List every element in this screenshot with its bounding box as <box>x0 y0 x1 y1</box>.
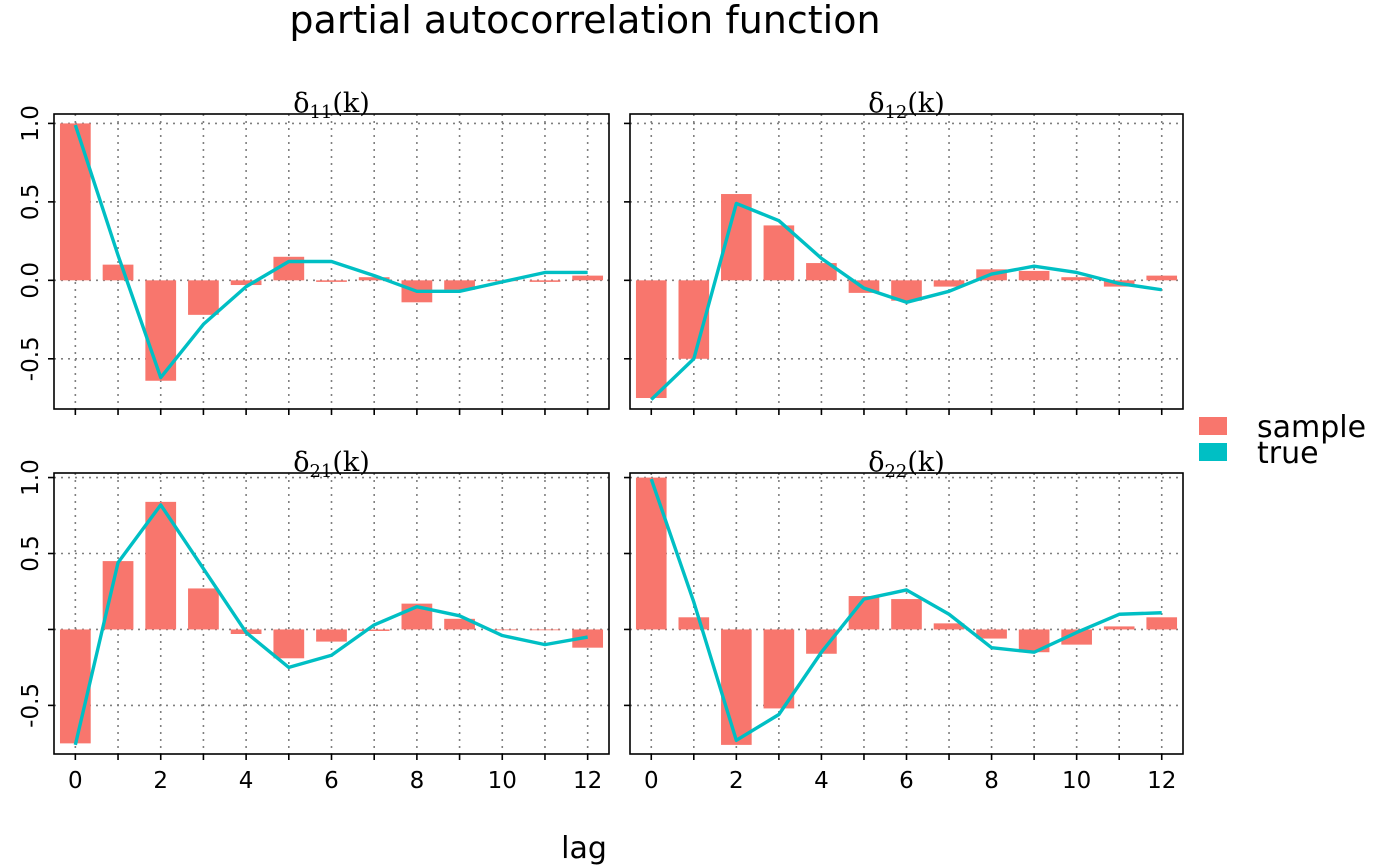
sample-bar <box>763 629 795 709</box>
sample-bar <box>1061 629 1092 645</box>
sample-bar <box>806 263 837 281</box>
true-line <box>649 478 1162 743</box>
x-tick-label: 2 <box>729 768 744 794</box>
y-tick-label: 0.5 <box>18 184 44 221</box>
sample-bar <box>1018 270 1050 281</box>
sample-bar <box>102 264 134 281</box>
x-tick-label: 2 <box>153 768 168 794</box>
sample-bar <box>444 618 475 630</box>
sample-bar <box>891 280 922 301</box>
sample-bar <box>1146 617 1178 630</box>
y-tick-label: 0.5 <box>18 535 44 572</box>
sample-bar <box>230 280 262 286</box>
sample-bar <box>933 280 965 287</box>
sample-bar <box>891 599 922 630</box>
sample-bar <box>1103 626 1135 630</box>
sample-bar <box>529 280 561 282</box>
sample-bar <box>358 277 390 281</box>
x-tick-label: 4 <box>239 768 254 794</box>
x-tick-label: 6 <box>899 768 914 794</box>
true-line <box>73 124 588 380</box>
x-tick-label: 12 <box>573 768 602 794</box>
true-line <box>73 503 588 746</box>
sample-bar <box>316 280 347 282</box>
x-tick-label: 4 <box>814 768 829 794</box>
x-tick-label: 12 <box>1147 768 1176 794</box>
legend-label-true: true <box>1257 436 1319 471</box>
sample-bar <box>529 629 561 631</box>
y-tick-label: 1.0 <box>18 459 44 496</box>
x-tick-label: 8 <box>410 768 425 794</box>
sample-bar <box>635 477 667 630</box>
sample-bar <box>572 275 604 281</box>
panel-1-1: δ22(k) 0 2 4 6 8 10 12 <box>624 447 1184 794</box>
sample-bar <box>635 280 667 399</box>
y-tick-label: -0.5 <box>18 683 44 728</box>
sample-bar <box>763 225 795 281</box>
panel-1-0: δ21(k) -0.5 0.5 1.0 0 2 4 6 8 10 12 <box>18 447 610 794</box>
legend-key-sample <box>1199 417 1227 435</box>
sample-bar <box>188 280 219 315</box>
x-tick-label: 8 <box>984 768 999 794</box>
x-tick-label: 0 <box>68 768 83 794</box>
sample-bar <box>933 623 965 630</box>
x-tick-label: 6 <box>324 768 339 794</box>
x-tick-label: 10 <box>1062 768 1091 794</box>
y-tick-label: 1.0 <box>18 105 44 142</box>
panels-area: δ11(k) -0.5 0.0 0.5 1.0 δ12(k) δ21(k) -0.5 0.5 1.… <box>18 88 1184 794</box>
panel-0-1: δ12(k) <box>624 88 1184 415</box>
x-axis-title: lag <box>561 831 607 866</box>
chart-title: partial autocorrelation function <box>289 0 880 42</box>
sample-bar <box>976 629 1007 639</box>
y-tick-label: 0.0 <box>18 262 44 299</box>
sample-bar <box>721 629 752 745</box>
panel-0-0: δ11(k) -0.5 0.0 0.5 1.0 <box>18 88 610 415</box>
sample-bar <box>678 617 710 630</box>
panel-strip-label: δ11(k) <box>293 88 370 123</box>
sample-bar <box>1146 275 1178 281</box>
sample-bar <box>1061 277 1092 281</box>
legend-key-true <box>1199 443 1227 461</box>
panel-strip-label: δ21(k) <box>293 447 370 482</box>
sample-bar <box>444 280 475 290</box>
x-tick-label: 0 <box>644 768 659 794</box>
sample-bar <box>316 629 347 642</box>
sample-bar <box>59 123 91 281</box>
panel-strip-label: δ22(k) <box>868 447 945 482</box>
legend: sample true <box>1199 410 1366 471</box>
sample-bar <box>1018 629 1050 653</box>
panel-strip-label: δ12(k) <box>868 88 945 123</box>
x-tick-label: 10 <box>488 768 517 794</box>
y-tick-label: -0.5 <box>18 336 44 381</box>
sample-bar <box>273 629 305 659</box>
sample-bar <box>102 561 134 630</box>
legend-label-sample: sample <box>1257 410 1366 445</box>
sample-bar <box>486 629 518 631</box>
true-line <box>650 201 1162 401</box>
sample-bar <box>188 588 219 630</box>
sample-bar <box>358 629 390 631</box>
sample-bar <box>59 629 91 744</box>
